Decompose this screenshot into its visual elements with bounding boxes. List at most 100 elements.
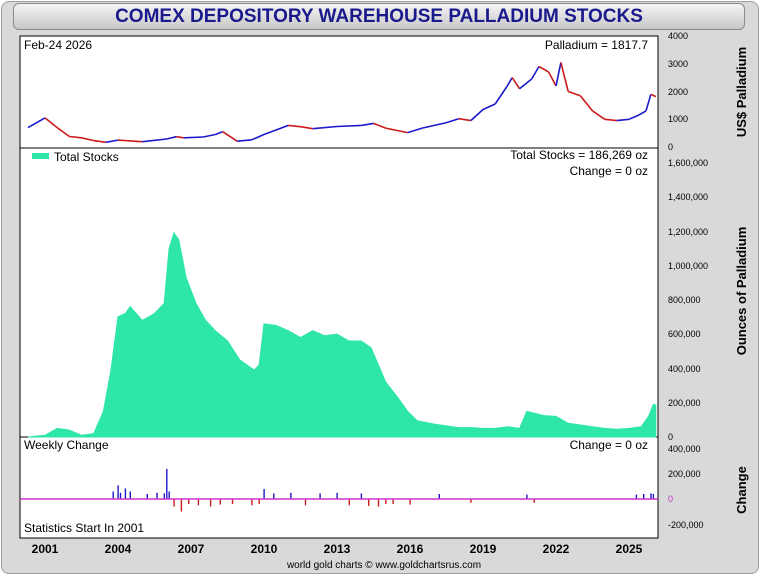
price-segment <box>166 135 177 140</box>
change-bar <box>652 494 655 499</box>
change-bar <box>533 499 535 503</box>
change-tick: 400,000 <box>668 444 701 454</box>
price-segment <box>458 117 471 122</box>
weekly-change-label: Weekly Change <box>24 438 109 452</box>
x-tick: 2016 <box>397 542 424 556</box>
price-segment <box>645 94 652 112</box>
price-segment <box>592 110 606 120</box>
change-bar <box>219 499 221 505</box>
x-tick: 2007 <box>178 542 205 556</box>
legend-swatch <box>32 153 49 159</box>
price-segment <box>538 65 550 73</box>
price-segment <box>56 126 70 138</box>
stocks-axis-title: Ounces of Palladium <box>734 227 749 356</box>
price-segment <box>237 139 252 142</box>
price-segment <box>105 139 119 144</box>
change-bar <box>263 489 265 499</box>
price-segment <box>336 124 362 128</box>
price-segment <box>560 62 569 92</box>
stocks-tick: 400,000 <box>668 364 701 374</box>
change-bar <box>409 499 411 505</box>
change-bar <box>156 492 158 500</box>
price-segment <box>628 114 640 121</box>
change-bar <box>470 499 472 503</box>
change-bar <box>392 499 394 504</box>
change-bar <box>336 492 338 500</box>
x-tick: 2022 <box>543 542 570 556</box>
x-tick: 2010 <box>251 542 278 556</box>
change-bar <box>258 499 260 504</box>
price-segment <box>650 93 657 98</box>
stocks-tick: 1,200,000 <box>668 227 708 237</box>
price-segment <box>446 117 459 124</box>
price-tick: 1000 <box>668 114 688 124</box>
price-segment <box>44 117 58 129</box>
x-tick: 2004 <box>105 542 132 556</box>
x-tick: 2025 <box>616 542 643 556</box>
price-segment <box>470 108 484 122</box>
change-tick: 0 <box>668 494 673 504</box>
price-segment <box>288 124 301 128</box>
price-segment <box>300 125 313 130</box>
change-tick: 200,000 <box>668 469 701 479</box>
price-tick: 3000 <box>668 59 688 69</box>
change-bar <box>385 499 387 504</box>
stocks-change-label: Change = 0 oz <box>570 164 648 178</box>
change-bar <box>168 491 170 499</box>
change-bar <box>166 469 168 499</box>
price-tick: 0 <box>668 142 673 152</box>
price-segment <box>604 118 617 122</box>
price-segment <box>482 103 496 111</box>
price-tick: 4000 <box>668 31 688 41</box>
change-bar <box>180 499 183 512</box>
change-bar <box>119 492 122 500</box>
change-bar <box>635 494 638 499</box>
price-segment <box>567 90 581 97</box>
change-bar <box>146 494 148 499</box>
title-bar: COMEX DEPOSITORY WAREHOUSE PALLADIUM STO… <box>13 3 745 30</box>
weekly-change-value: Change = 0 oz <box>570 438 648 452</box>
price-segment <box>312 125 338 130</box>
stocks-tick: 0 <box>668 432 673 442</box>
price-tick: 2000 <box>668 87 688 97</box>
change-tick: -200,000 <box>668 520 704 530</box>
change-bar <box>197 499 200 506</box>
change-bar <box>129 491 131 499</box>
change-bar <box>360 493 363 499</box>
price-panel <box>19 35 659 149</box>
x-tick: 2019 <box>470 542 497 556</box>
price-segment <box>579 95 594 112</box>
price-segment <box>519 78 533 90</box>
price-segment <box>638 110 647 116</box>
stocks-tick: 1,400,000 <box>668 192 708 202</box>
change-bar <box>526 494 528 499</box>
price-axis-title: US$ Palladium <box>734 47 749 137</box>
price-segment <box>616 118 630 122</box>
stocks-tick: 1,600,000 <box>668 158 708 168</box>
change-bar <box>273 493 275 499</box>
stocks-tick: 200,000 <box>668 398 701 408</box>
x-tick: 2001 <box>32 542 59 556</box>
price-segment <box>203 133 216 138</box>
stocks-tick: 600,000 <box>668 329 701 339</box>
footer-credit: world gold charts © www.goldchartsrus.co… <box>286 560 481 571</box>
price-segment <box>81 137 94 142</box>
change-axis-title: Change <box>734 466 749 514</box>
change-bar <box>173 499 175 507</box>
price-segment <box>222 131 238 142</box>
price-segment <box>251 133 265 141</box>
total-stocks-label: Total Stocks = 186,269 oz <box>510 148 648 162</box>
chart-title: COMEX DEPOSITORY WAREHOUSE PALLADIUM STO… <box>115 6 643 27</box>
change-bar <box>643 494 645 499</box>
price-date-label: Feb-24 2026 <box>24 38 92 52</box>
price-value-label: Palladium = 1817.7 <box>545 38 648 52</box>
price-segment <box>373 122 386 129</box>
price-segment <box>506 77 513 87</box>
statistics-note: Statistics Start In 2001 <box>24 521 144 535</box>
change-bar <box>348 499 350 506</box>
price-segment <box>215 130 223 136</box>
price-segment <box>531 66 540 80</box>
price-segment <box>494 85 508 105</box>
change-bar <box>304 499 307 506</box>
